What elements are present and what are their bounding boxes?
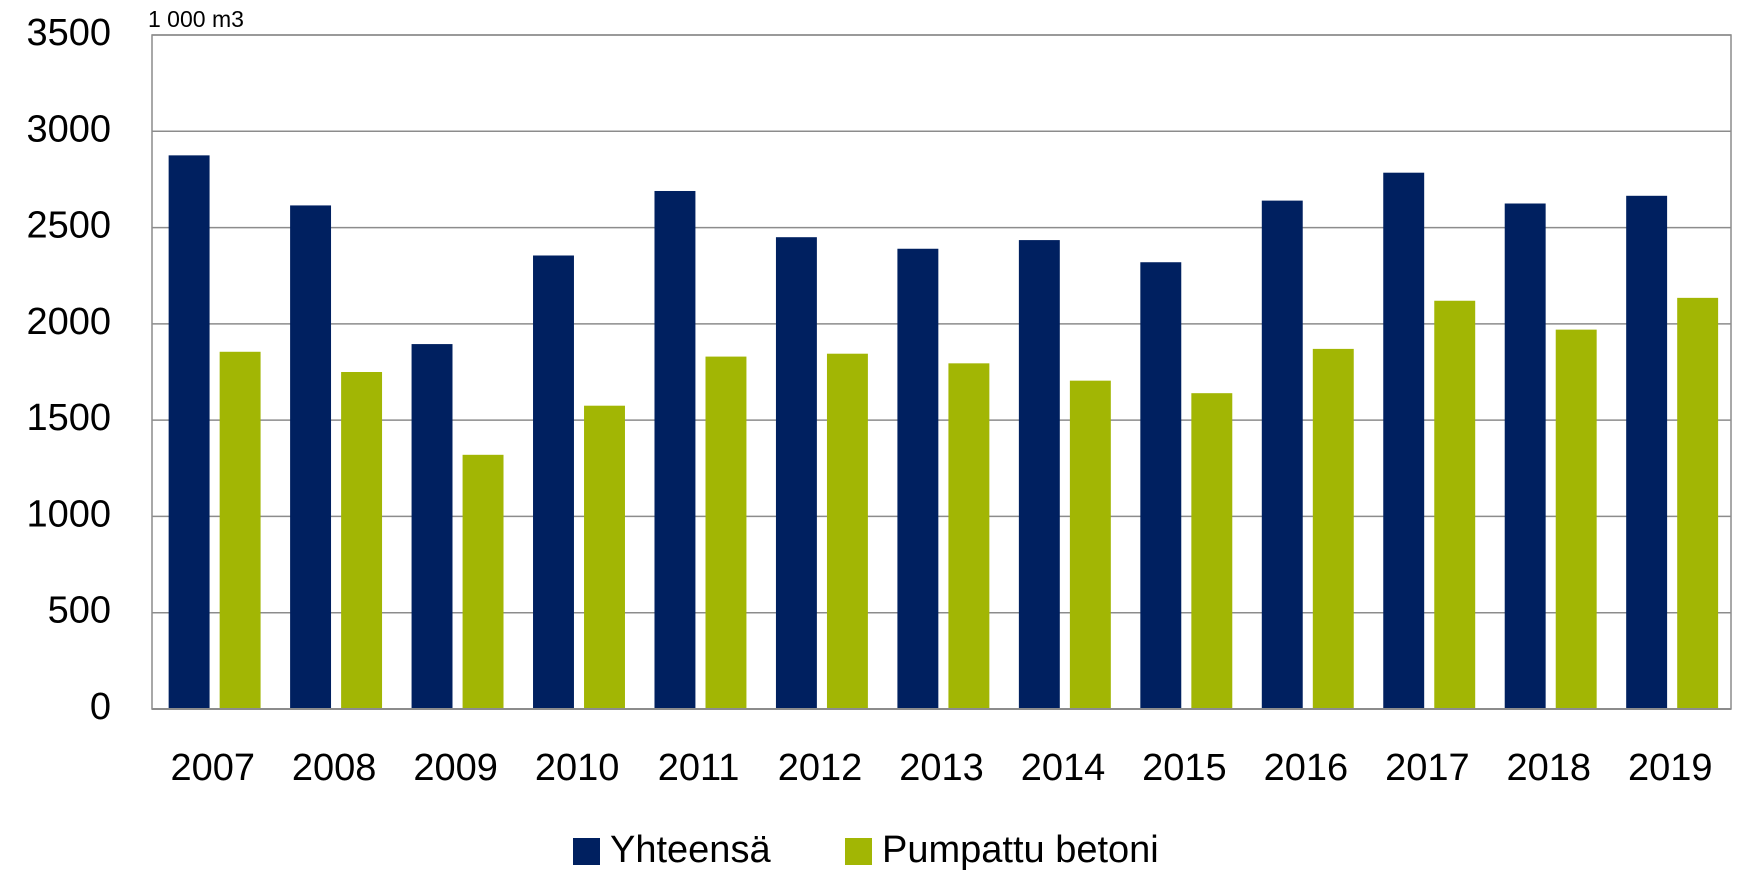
x-tick-label: 2015 (1142, 747, 1227, 789)
bar (775, 237, 817, 709)
x-tick-label: 2011 (658, 747, 740, 789)
y-tick-label: 3000 (26, 108, 111, 150)
bar (1312, 348, 1354, 709)
legend-swatch (845, 838, 872, 865)
legend-label: Yhteensä (610, 829, 771, 871)
bar (462, 454, 504, 709)
bar (1626, 195, 1668, 710)
bar (1261, 200, 1303, 709)
bar (948, 363, 990, 709)
bar (1018, 240, 1060, 710)
bar (826, 353, 868, 709)
legend-label: Pumpattu betoni (882, 829, 1159, 871)
x-tick-label: 2018 (1507, 747, 1592, 789)
legend-swatch (573, 838, 600, 865)
y-tick-label: 1500 (26, 397, 111, 439)
x-tick-label: 2019 (1628, 747, 1713, 789)
bar (1191, 393, 1233, 709)
bar (290, 205, 332, 709)
y-tick-label: 500 (48, 590, 111, 632)
bar (584, 405, 625, 709)
y-tick-label: 1000 (26, 493, 111, 535)
bar (533, 255, 574, 709)
bar (705, 356, 747, 709)
bar (1504, 203, 1546, 709)
bar (168, 155, 210, 709)
x-tick-label: 2012 (778, 747, 863, 789)
x-tick-label: 2016 (1264, 747, 1349, 789)
bar (1069, 380, 1111, 709)
bar (654, 190, 696, 710)
y-tick-label: 0 (90, 686, 111, 728)
unit-label: 1 000 m3 (148, 6, 244, 32)
bar (411, 344, 453, 709)
bar (1434, 300, 1476, 709)
x-tick-label: 2014 (1021, 747, 1106, 789)
y-tick-label: 3500 (26, 12, 111, 54)
x-tick-label: 2013 (899, 747, 984, 789)
bar (219, 351, 261, 709)
x-tick-label: 2007 (170, 747, 255, 789)
x-tick-label: 2017 (1385, 747, 1470, 789)
x-tick-label: 2010 (535, 747, 620, 789)
bar (1383, 172, 1425, 709)
x-tick-label: 2008 (292, 747, 377, 789)
bar (1677, 297, 1719, 709)
plot-border (151, 34, 1732, 710)
y-tick-label: 2500 (26, 205, 111, 247)
bar (897, 248, 939, 710)
y-tick-label: 2000 (26, 301, 111, 343)
bar (1555, 329, 1597, 709)
bar (341, 372, 383, 709)
bar (1140, 262, 1182, 709)
x-tick-label: 2009 (413, 747, 498, 789)
